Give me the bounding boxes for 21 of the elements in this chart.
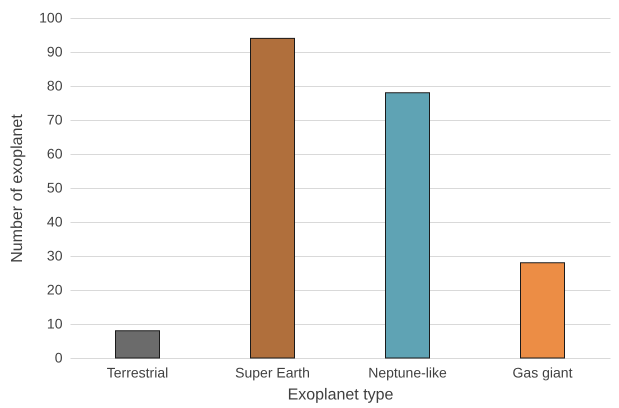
y-tick-label: 10 [46,316,63,332]
y-tick-label: 90 [46,44,63,60]
y-tick-label: 30 [46,248,63,264]
y-tick-label: 20 [46,282,63,298]
y-tick-label: 70 [46,112,63,128]
y-axis-title: Number of exoplanet [9,114,26,263]
y-tick-label: 50 [46,180,63,196]
y-tick-label: 40 [46,214,63,230]
y-tick-label: 60 [46,146,63,162]
y-tick-label: 80 [46,78,63,94]
y-tick-label: 100 [39,10,63,26]
bar [385,92,430,358]
x-tick-label: Terrestrial [106,364,168,380]
bar [520,262,565,358]
bar [115,330,160,358]
bar [250,38,295,358]
x-tick-label: Super Earth [235,364,310,380]
x-tick-label: Gas giant [512,364,573,380]
x-tick-label: Neptune-like [368,364,448,380]
y-tick-label: 0 [54,350,63,366]
x-axis-title: Exoplanet type [288,386,394,404]
